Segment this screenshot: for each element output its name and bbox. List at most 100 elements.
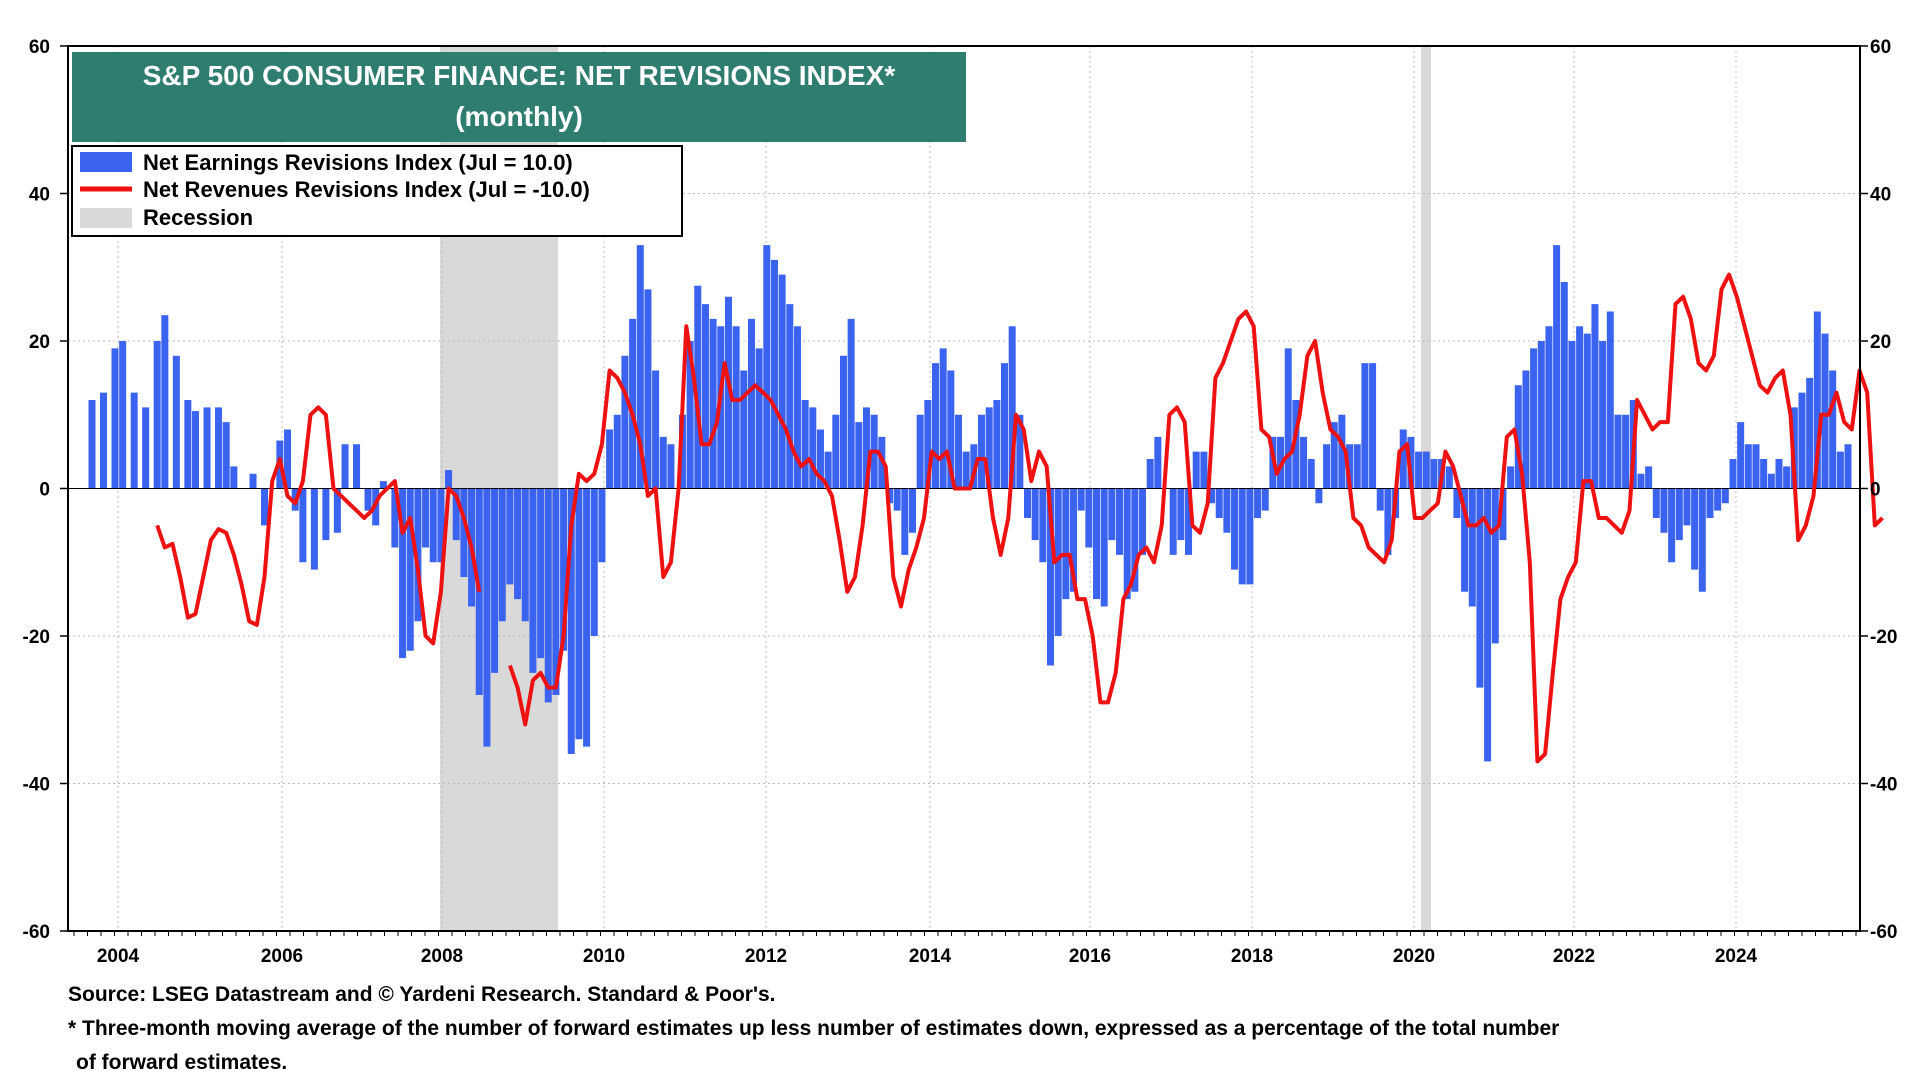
earnings-bar [391,488,399,548]
earnings-bar [1706,488,1714,518]
earnings-bar [1491,488,1499,644]
earnings-bar [1284,348,1292,489]
legend-recession-label: Recession [143,205,253,230]
earnings-bar [1399,429,1407,489]
earnings-bar [1261,488,1269,511]
earnings-bar [1760,459,1768,489]
earnings-bar [1798,392,1806,489]
earnings-bar [1254,488,1262,518]
earnings-bar [498,488,506,622]
earnings-bar [184,400,192,489]
earnings-bar [1338,414,1346,489]
earnings-bar [694,285,702,489]
earnings-bar [1591,304,1599,489]
earnings-bar [1223,488,1231,533]
earnings-bar [203,407,211,489]
earnings-bar [1047,488,1055,666]
earnings-bar [230,466,238,489]
earnings-bar [1714,488,1722,511]
legend-earnings-label: Net Earnings Revisions Index (Jul = 10.0… [143,150,573,175]
earnings-bar [1530,348,1538,489]
earnings-bar [824,451,832,489]
earnings-bar [1369,363,1377,489]
earnings-bar [678,414,686,489]
earnings-bar [1330,422,1338,489]
earnings-bar [1031,488,1039,541]
earnings-bar [1737,422,1745,489]
earnings-bar [1637,473,1645,489]
earnings-bar [1752,444,1760,489]
y-tick-left: 20 [29,332,50,353]
earnings-bar [1821,333,1829,489]
earnings-bar [222,422,230,489]
x-tick-label: 2014 [909,946,952,967]
earnings-bar [445,470,453,489]
earnings-bar [801,400,809,489]
x-tick-label: 2004 [97,946,140,967]
earnings-bar [993,400,1001,489]
earnings-bar [1062,488,1070,600]
y-tick-left: -40 [23,775,50,796]
earnings-bar [1108,488,1116,541]
earnings-bar [1583,333,1591,489]
earnings-bar [939,348,947,489]
earnings-bar [908,488,916,533]
y-tick-left: -60 [23,922,50,943]
earnings-bar [962,451,970,489]
earnings-bar [724,296,732,489]
earnings-bar [437,488,445,563]
earnings-bar [686,341,694,489]
earnings-bar [1116,488,1124,555]
earnings-bar [1070,488,1078,592]
earnings-bar [100,392,108,489]
earnings-bar [1775,459,1783,489]
earnings-bar [701,304,709,489]
earnings-bar [1729,459,1737,489]
earnings-bar [1829,370,1837,489]
earnings-bar [1169,488,1177,555]
earnings-bar [1008,326,1016,489]
x-tick-label: 2012 [745,946,787,967]
earnings-bar [901,488,909,555]
earnings-bar [1675,488,1683,541]
earnings-bar [1346,444,1354,489]
earnings-bar [793,326,801,489]
earnings-bar [1085,488,1093,548]
earnings-bar [839,355,847,489]
earnings-bar [483,488,491,747]
earnings-bar [506,488,514,585]
earnings-bar [770,259,778,489]
earnings-bar [215,407,223,489]
earnings-bar [111,348,119,489]
earnings-bar [1139,488,1147,555]
earnings-bar [353,444,361,489]
earnings-bar [460,488,468,577]
earnings-bar [916,414,924,489]
earnings-bar [1614,414,1622,489]
earnings-bar [659,436,667,489]
earnings-bar [629,318,637,489]
legend-earnings-swatch [80,152,132,172]
earnings-bar [1376,488,1384,511]
earnings-bar [452,488,460,541]
earnings-bar [1100,488,1108,607]
earnings-bar [954,414,962,489]
earnings-bar [192,411,200,489]
earnings-bar [1844,444,1852,489]
earnings-bar [1215,488,1223,518]
earnings-bar [1422,451,1430,489]
earnings-bar [1154,436,1162,489]
x-tick-label: 2022 [1553,946,1595,967]
earnings-bar [1553,245,1561,489]
x-tick-label: 2024 [1715,946,1758,967]
earnings-bar [778,274,786,489]
x-tick-label: 2006 [261,946,303,967]
legend: Net Earnings Revisions Index (Jul = 10.0… [71,145,683,237]
earnings-bar [153,341,161,489]
earnings-bar [1668,488,1676,563]
earnings-bar [931,363,939,489]
earnings-bar [1468,488,1476,607]
earnings-bar [1315,488,1323,504]
earnings-bar [1208,488,1216,504]
